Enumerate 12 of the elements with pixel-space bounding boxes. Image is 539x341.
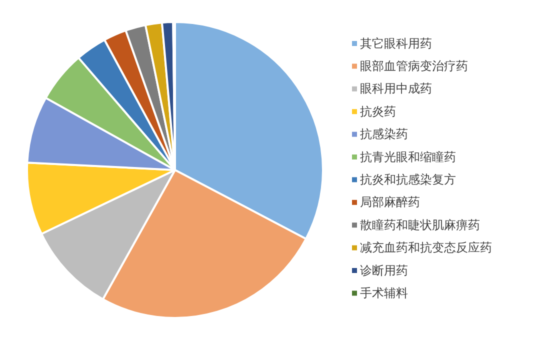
legend-label: 局部麻醉药 [360, 195, 420, 210]
legend-label: 抗炎药 [360, 104, 396, 118]
legend-label: 散瞳药和睫状肌麻痹药 [360, 218, 480, 232]
legend-label: 抗青光眼和缩瞳药 [360, 150, 456, 164]
legend-label: 其它眼科用药 [360, 36, 432, 50]
legend-label: 手术辅料 [360, 286, 408, 300]
legend-label: 减充血药和抗变态反应药 [360, 240, 492, 255]
legend-label: 眼部血管病变治疗药 [360, 58, 468, 73]
legend-label: 抗炎和抗感染复方 [360, 172, 456, 186]
legend-label: 抗感染药 [360, 127, 408, 142]
legend-label: 眼科用中成药 [360, 82, 432, 96]
legend-label: 诊断用药 [360, 263, 408, 278]
